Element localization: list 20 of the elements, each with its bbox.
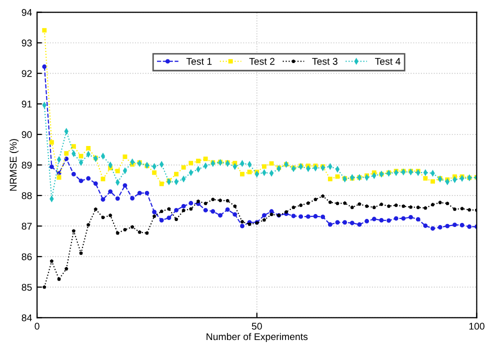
legend-label: Test 2 (249, 58, 274, 65)
y-tick-label: 94 (22, 9, 32, 16)
y-tick-label: 90 (22, 131, 32, 138)
legend-label: Test 3 (312, 58, 338, 65)
legend-label: Test 1 (186, 58, 212, 65)
y-tick-label: 89 (22, 162, 32, 169)
y-tick-label: 84 (22, 314, 32, 322)
y-axis-title: NRMSE (%) (10, 139, 19, 191)
x-axis-title: Number of Experiments (206, 332, 308, 342)
y-tick-label: 91 (22, 100, 32, 108)
y-tick-label: 92 (22, 70, 32, 77)
x-tick-label: 0 (34, 322, 40, 330)
y-tick-label: 93 (22, 40, 32, 46)
legend-label: Test 4 (375, 58, 400, 65)
y-tick-label: 88 (22, 192, 32, 200)
y-tick-label: 86 (22, 253, 32, 260)
y-tick-label: 87 (22, 222, 32, 230)
y-tick-label: 85 (22, 284, 32, 291)
x-tick-label: 50 (252, 322, 262, 330)
x-tick-label: 100 (469, 322, 484, 330)
